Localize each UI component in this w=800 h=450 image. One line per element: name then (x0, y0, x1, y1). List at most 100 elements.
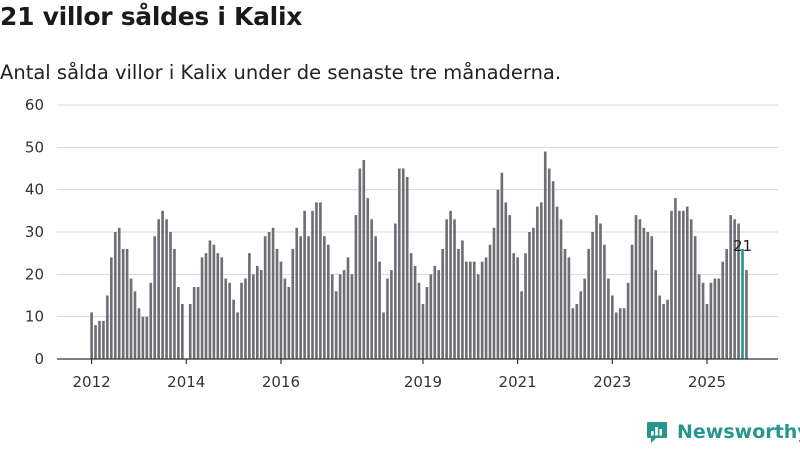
bar (516, 257, 519, 359)
bar (536, 206, 539, 359)
x-tick-label: 2023 (593, 373, 631, 391)
bar (488, 244, 492, 359)
bar (323, 236, 326, 359)
bar (524, 253, 527, 359)
bar (670, 210, 673, 359)
bar (255, 265, 259, 359)
bar (90, 312, 93, 359)
bar (658, 295, 661, 359)
bar (102, 320, 105, 359)
bar (717, 278, 721, 359)
chart-subtitle: Antal sålda villor i Kalix under de sena… (0, 61, 562, 84)
bar (413, 265, 417, 359)
bar (370, 219, 373, 359)
bar (638, 219, 642, 359)
bar (654, 270, 658, 359)
bar (575, 303, 579, 359)
x-tick-label: 2012 (73, 373, 111, 391)
bar (607, 278, 610, 359)
bar (378, 261, 381, 359)
bar (279, 261, 283, 359)
bar (520, 291, 523, 359)
chart-title: 21 villor såldes i Kalix (0, 2, 303, 31)
bar (216, 253, 220, 359)
bar (579, 291, 583, 359)
bar (224, 278, 228, 359)
bar (468, 261, 472, 359)
bar (252, 274, 255, 359)
bars (90, 151, 748, 359)
bar (177, 287, 180, 359)
bar (358, 168, 362, 359)
bar (334, 291, 338, 359)
bar (212, 244, 216, 359)
bar (240, 282, 243, 359)
bar (685, 206, 689, 359)
bar (433, 265, 437, 359)
bar (125, 248, 129, 359)
data-labels: 21 (733, 237, 752, 255)
bar (476, 274, 480, 359)
bar (599, 223, 602, 359)
bar (165, 219, 168, 359)
bar (346, 257, 350, 359)
bar (733, 219, 736, 359)
bar (563, 248, 567, 359)
bar (192, 287, 196, 359)
x-tick-label: 2014 (167, 373, 205, 391)
bar (409, 253, 413, 359)
bar (626, 282, 630, 359)
bar (169, 232, 172, 359)
newsworthy-logo-icon (647, 422, 667, 443)
bar (319, 202, 322, 359)
bar (204, 253, 208, 359)
bar (394, 223, 397, 359)
bar (94, 325, 97, 359)
bar (429, 274, 433, 359)
bar (129, 278, 133, 359)
bar (721, 261, 725, 359)
bar (618, 308, 622, 359)
bar (642, 227, 646, 359)
bar (374, 236, 377, 359)
bar (405, 176, 409, 359)
newsworthy-brand: Newsworthy (645, 420, 800, 444)
bar (682, 210, 685, 359)
bar (425, 287, 429, 359)
bar (666, 299, 669, 359)
bar (141, 316, 145, 359)
bar (366, 198, 370, 359)
highlight-value-label: 21 (733, 237, 752, 255)
bar (508, 215, 512, 359)
bar (674, 198, 677, 359)
highlight-bar (741, 248, 744, 359)
bar (220, 257, 224, 359)
bar (113, 232, 117, 359)
bar (417, 282, 421, 359)
bar (117, 227, 121, 359)
bar (401, 168, 405, 359)
bar (362, 160, 366, 359)
bar (228, 282, 231, 359)
bar (303, 210, 306, 359)
x-tick-label: 2025 (688, 373, 726, 391)
bar (330, 274, 334, 359)
bar (472, 261, 476, 359)
bar (646, 232, 650, 359)
bar (532, 227, 535, 359)
bar (315, 202, 318, 359)
bar (236, 312, 239, 359)
bar (98, 320, 101, 359)
y-axis-tick-labels: 0 10 20 30 40 50 60 (25, 96, 44, 368)
bar (133, 291, 137, 359)
x-tick-label: 2021 (499, 373, 537, 391)
bar (555, 206, 559, 359)
bar (437, 270, 441, 359)
bar (693, 236, 697, 359)
bar (181, 303, 184, 359)
bar (350, 274, 354, 359)
bar (539, 202, 543, 359)
bar (295, 227, 299, 359)
bar (208, 240, 212, 359)
